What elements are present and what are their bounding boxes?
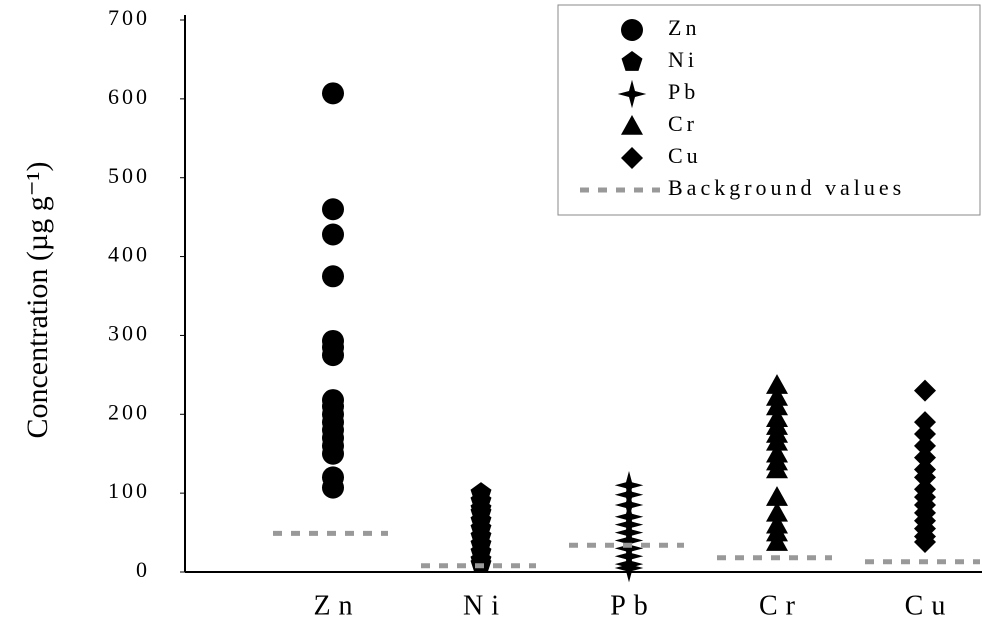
point (914, 446, 936, 469)
x-tick-label: Cu (905, 590, 954, 621)
point (322, 82, 344, 105)
legend-label: Cr (668, 111, 698, 136)
point (322, 476, 344, 499)
x-tick-label: Pb (610, 590, 656, 621)
x-tick-label: Ni (463, 590, 507, 621)
point (766, 486, 788, 506)
legend-marker (621, 147, 643, 169)
legend-label: Zn (668, 15, 700, 40)
x-tick-label: Zn (313, 590, 360, 621)
legend-marker (621, 19, 643, 41)
point (766, 374, 788, 394)
point (914, 531, 936, 554)
point (914, 379, 936, 402)
point (766, 395, 788, 416)
point (322, 223, 344, 246)
point (322, 442, 344, 465)
y-axis-label: Concentration (µg g⁻¹) (21, 161, 54, 438)
point (914, 423, 936, 445)
legend-label: Pb (668, 79, 699, 104)
y-tick-label: 0 (136, 557, 150, 582)
legend-label: Background values (668, 175, 905, 200)
point (322, 265, 344, 288)
y-tick-label: 200 (108, 399, 150, 424)
y-tick-label: 400 (108, 242, 150, 267)
y-tick-label: 300 (108, 320, 150, 345)
point (914, 411, 936, 434)
x-tick-label: Cr (759, 590, 803, 621)
legend-marker (617, 79, 647, 109)
point (322, 344, 344, 367)
y-tick-label: 500 (108, 163, 150, 188)
point (914, 466, 936, 489)
point (614, 553, 644, 583)
legend-label: Ni (668, 47, 698, 72)
legend-marker (621, 115, 643, 135)
y-tick-label: 100 (108, 478, 150, 503)
point (766, 430, 788, 451)
point (914, 434, 936, 457)
legend-marker (621, 51, 643, 71)
y-tick-label: 700 (108, 5, 150, 30)
point (322, 198, 344, 221)
y-tick-label: 600 (108, 84, 150, 109)
point (766, 458, 788, 479)
legend-label: Cu (668, 143, 702, 168)
point (766, 531, 788, 551)
point (766, 501, 788, 522)
